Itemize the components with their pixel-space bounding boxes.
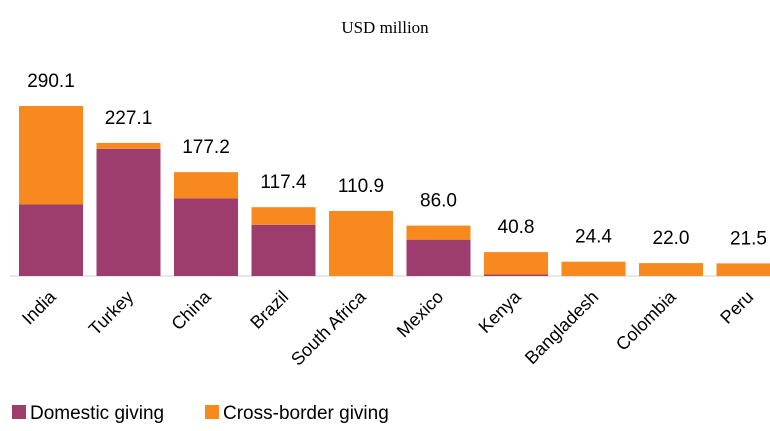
bar-china-domestic xyxy=(174,198,238,276)
bar-brazil-cross-border xyxy=(251,207,316,225)
total-label-bangladesh: 24.4 xyxy=(575,227,612,248)
bar-turkey-cross-border xyxy=(96,142,161,149)
chart-title: USD million xyxy=(341,18,429,37)
bar-mexico-cross-border xyxy=(406,225,471,240)
bar-south-africa-cross-border xyxy=(329,211,393,276)
bar-colombia-cross-border xyxy=(639,263,703,276)
legend-label-cross-border: Cross-border giving xyxy=(223,403,389,424)
bar-brazil-domestic xyxy=(251,224,316,276)
category-label-south-africa: South Africa xyxy=(287,286,370,369)
category-label-colombia: Colombia xyxy=(612,286,681,355)
total-label-mexico: 86.0 xyxy=(420,191,457,212)
total-label-brazil: 117.4 xyxy=(260,172,307,193)
legend-label-domestic: Domestic giving xyxy=(30,403,164,424)
category-label-peru: Peru xyxy=(716,287,757,328)
category-label-turkey: Turkey xyxy=(85,287,138,340)
legend: Domestic giving Cross-border giving xyxy=(12,403,389,424)
total-label-colombia: 22.0 xyxy=(653,228,690,249)
total-label-turkey: 227.1 xyxy=(105,108,153,129)
bar-mexico-domestic xyxy=(406,239,471,276)
bar-turkey-domestic xyxy=(96,148,161,276)
total-label-china: 177.2 xyxy=(182,137,230,158)
bar-china-cross-border xyxy=(174,172,238,199)
category-label-mexico: Mexico xyxy=(393,287,447,341)
category-label-kenya: Kenya xyxy=(475,286,526,337)
category-label-india: India xyxy=(18,286,60,328)
legend-swatch-cross-border xyxy=(205,405,219,419)
bar-peru-cross-border xyxy=(716,263,770,276)
total-label-india: 290.1 xyxy=(27,71,75,92)
bar-bangladesh-cross-border xyxy=(561,261,626,276)
total-label-south-africa: 110.9 xyxy=(338,176,384,197)
total-labels-group: 290.1 227.1 177.2 117.4 110.9 86.0 40.8 24.4 22.… xyxy=(27,71,767,249)
category-label-bangladesh: Bangladesh xyxy=(521,287,602,368)
bars-group xyxy=(19,106,770,276)
legend-swatch-domestic xyxy=(12,405,26,419)
bar-india-cross-border xyxy=(19,106,83,205)
category-label-brazil: Brazil xyxy=(246,287,292,333)
total-label-kenya: 40.8 xyxy=(498,217,535,238)
total-label-peru: 21.5 xyxy=(730,228,767,249)
bar-india-domestic xyxy=(19,204,83,276)
category-label-china: China xyxy=(167,286,215,334)
bar-kenya-domestic xyxy=(484,274,548,276)
bar-kenya-cross-border xyxy=(484,252,548,275)
